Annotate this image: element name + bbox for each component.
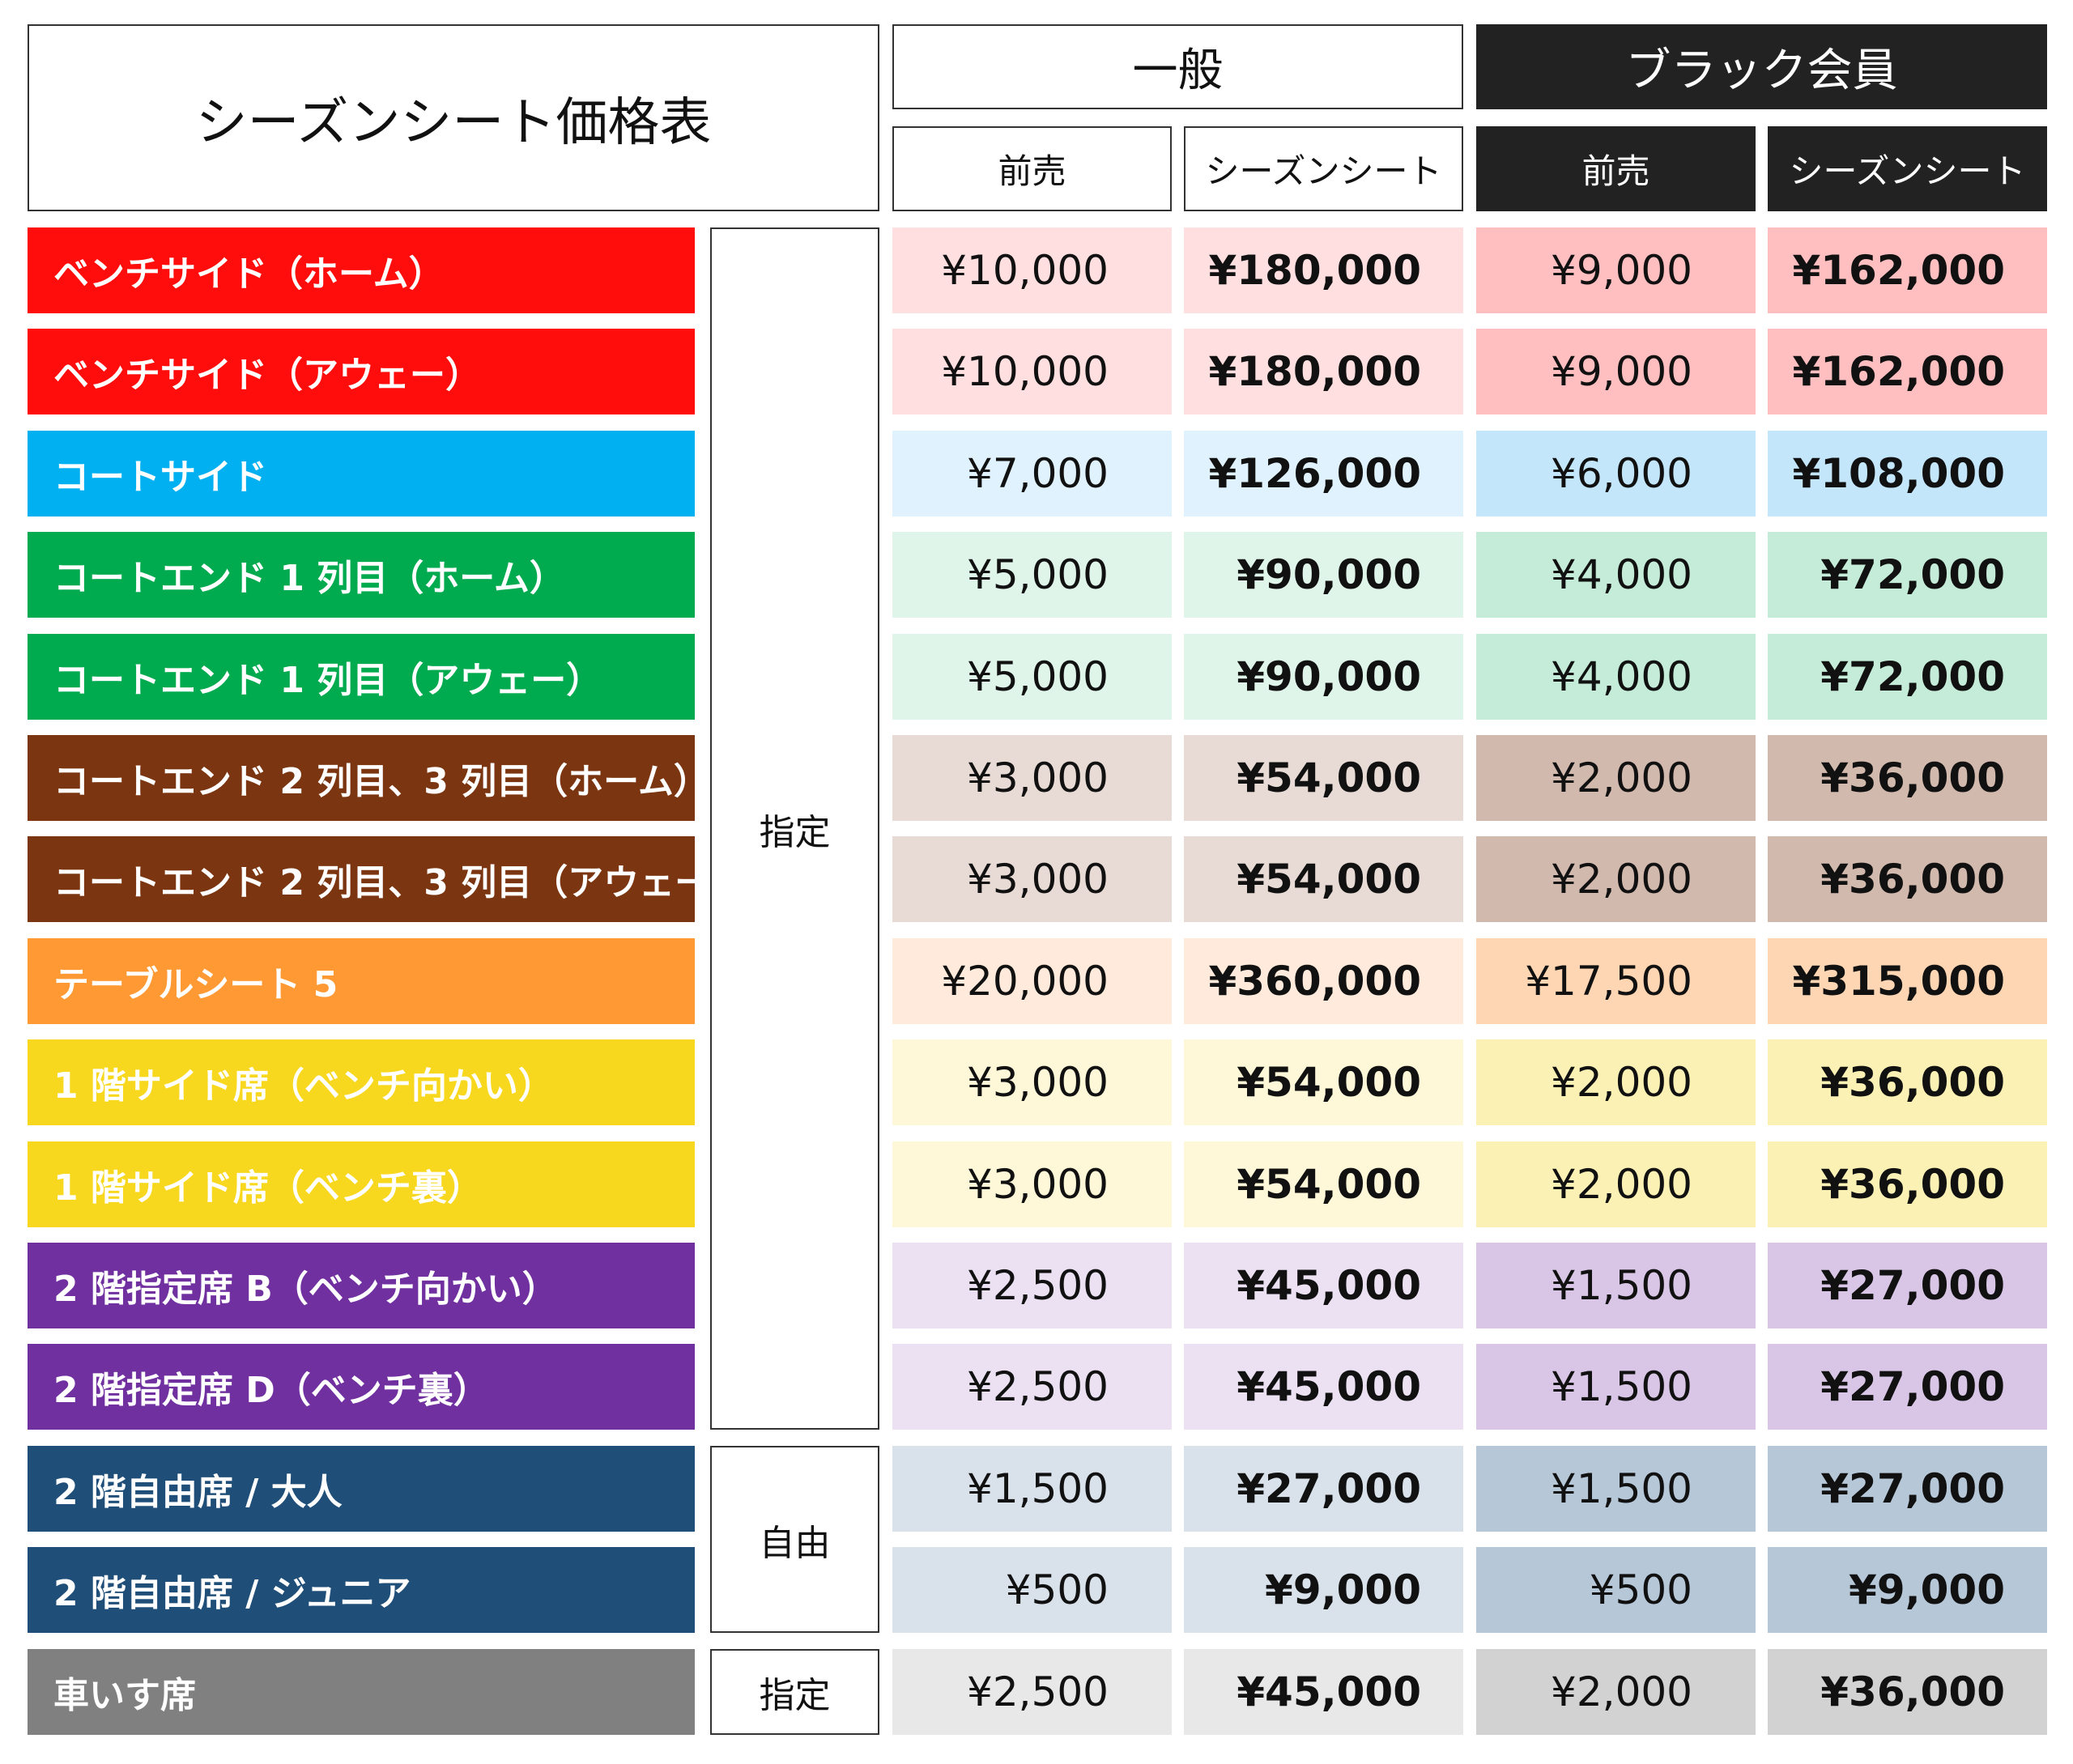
- column-header: シーズンシート: [1184, 126, 1463, 211]
- price-cell: ¥36,000: [1768, 836, 2047, 922]
- price-cell: ¥108,000: [1768, 431, 2047, 516]
- price-cell: ¥9,000: [1476, 227, 1756, 313]
- price-cell: ¥36,000: [1768, 1649, 2047, 1735]
- price-cell: ¥10,000: [892, 227, 1172, 313]
- seat-type-cell: 指定: [710, 1649, 879, 1735]
- price-cell: ¥36,000: [1768, 735, 2047, 821]
- price-cell: ¥27,000: [1768, 1243, 2047, 1328]
- price-cell: ¥10,000: [892, 329, 1172, 414]
- price-cell: ¥17,500: [1476, 938, 1756, 1024]
- price-cell: ¥36,000: [1768, 1039, 2047, 1125]
- seat-name: ベンチサイド（アウェー）: [28, 329, 695, 414]
- price-cell: ¥45,000: [1184, 1344, 1463, 1430]
- price-cell: ¥72,000: [1768, 532, 2047, 618]
- price-cell: ¥54,000: [1184, 836, 1463, 922]
- price-cell: ¥36,000: [1768, 1141, 2047, 1227]
- price-cell: ¥500: [1476, 1547, 1756, 1633]
- column-header: 前売: [892, 126, 1172, 211]
- price-cell: ¥500: [892, 1547, 1172, 1633]
- price-cell: ¥27,000: [1184, 1446, 1463, 1532]
- price-cell: ¥3,000: [892, 1039, 1172, 1125]
- group-header-1: ブラック会員: [1476, 24, 2047, 109]
- price-cell: ¥162,000: [1768, 329, 2047, 414]
- seat-name: コートエンド 2 列目、3 列目（ホーム）: [28, 735, 709, 821]
- column-header: 前売: [1476, 126, 1756, 211]
- price-cell: ¥27,000: [1768, 1344, 2047, 1430]
- price-cell: ¥4,000: [1476, 634, 1756, 720]
- price-cell: ¥45,000: [1184, 1243, 1463, 1328]
- price-cell: ¥1,500: [1476, 1243, 1756, 1328]
- price-cell: ¥315,000: [1768, 938, 2047, 1024]
- price-cell: ¥6,000: [1476, 431, 1756, 516]
- price-cell: ¥2,000: [1476, 735, 1756, 821]
- price-cell: ¥90,000: [1184, 532, 1463, 618]
- price-cell: ¥2,000: [1476, 1141, 1756, 1227]
- seat-name: コートエンド 1 列目（ホーム）: [28, 532, 695, 618]
- price-cell: ¥1,500: [1476, 1446, 1756, 1532]
- price-cell: ¥180,000: [1184, 227, 1463, 313]
- seat-type-cell: 指定: [710, 227, 879, 1430]
- price-cell: ¥90,000: [1184, 634, 1463, 720]
- page-title: シーズンシート価格表: [28, 24, 879, 211]
- seat-name: 2 階自由席 / 大人: [28, 1446, 695, 1532]
- price-cell: ¥2,500: [892, 1243, 1172, 1328]
- price-cell: ¥2,500: [892, 1344, 1172, 1430]
- price-cell: ¥1,500: [892, 1446, 1172, 1532]
- seat-name: コートサイド: [28, 431, 695, 516]
- seat-type-cell: 自由: [710, 1446, 879, 1633]
- price-cell: ¥2,000: [1476, 1039, 1756, 1125]
- seat-name: 2 階指定席 D（ベンチ裏）: [28, 1344, 695, 1430]
- seat-name: 車いす席: [28, 1649, 695, 1735]
- price-cell: ¥3,000: [892, 735, 1172, 821]
- seat-name: テーブルシート 5: [28, 938, 695, 1024]
- price-cell: ¥2,000: [1476, 836, 1756, 922]
- seat-name: コートエンド 1 列目（アウェー）: [28, 634, 695, 720]
- price-cell: ¥3,000: [892, 836, 1172, 922]
- price-cell: ¥54,000: [1184, 1039, 1463, 1125]
- seat-name: 2 階指定席 B（ベンチ向かい）: [28, 1243, 695, 1328]
- price-cell: ¥20,000: [892, 938, 1172, 1024]
- price-cell: ¥45,000: [1184, 1649, 1463, 1735]
- price-cell: ¥2,500: [892, 1649, 1172, 1735]
- price-cell: ¥5,000: [892, 634, 1172, 720]
- price-cell: ¥9,000: [1768, 1547, 2047, 1633]
- seat-name: 2 階自由席 / ジュニア: [28, 1547, 695, 1633]
- seat-name: 1 階サイド席（ベンチ向かい）: [28, 1039, 695, 1125]
- seat-name: 1 階サイド席（ベンチ裏）: [28, 1141, 695, 1227]
- column-header: シーズンシート: [1768, 126, 2047, 211]
- price-cell: ¥9,000: [1184, 1547, 1463, 1633]
- price-cell: ¥54,000: [1184, 1141, 1463, 1227]
- seat-name: コートエンド 2 列目、3 列目（アウェー）: [28, 836, 746, 922]
- price-cell: ¥54,000: [1184, 735, 1463, 821]
- group-header-0: 一般: [892, 24, 1463, 109]
- price-cell: ¥72,000: [1768, 634, 2047, 720]
- price-cell: ¥7,000: [892, 431, 1172, 516]
- price-cell: ¥126,000: [1184, 431, 1463, 516]
- price-cell: ¥2,000: [1476, 1649, 1756, 1735]
- price-cell: ¥360,000: [1184, 938, 1463, 1024]
- price-cell: ¥5,000: [892, 532, 1172, 618]
- seat-name: ベンチサイド（ホーム）: [28, 227, 695, 313]
- price-cell: ¥9,000: [1476, 329, 1756, 414]
- price-cell: ¥3,000: [892, 1141, 1172, 1227]
- price-cell: ¥4,000: [1476, 532, 1756, 618]
- price-cell: ¥27,000: [1768, 1446, 2047, 1532]
- price-cell: ¥162,000: [1768, 227, 2047, 313]
- price-cell: ¥1,500: [1476, 1344, 1756, 1430]
- price-cell: ¥180,000: [1184, 329, 1463, 414]
